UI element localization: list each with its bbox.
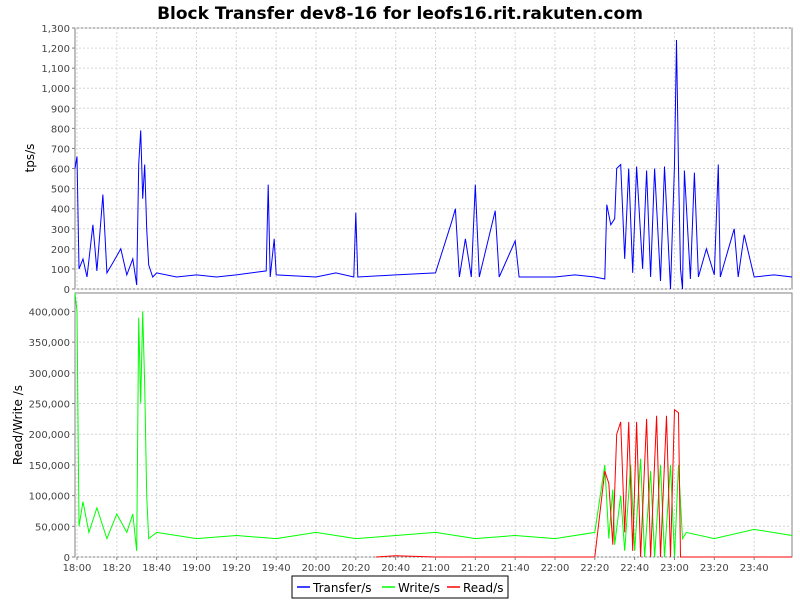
x-tick-label: 22:20 [580,563,609,574]
y-tick-label: 600 [51,165,70,176]
x-tick-label: 21:00 [421,563,450,574]
x-tick-label: 20:40 [381,563,410,574]
legend-label-read: Read/s [463,581,503,595]
y-tick-label: 500 [51,185,70,196]
x-tick-label: 18:00 [63,563,92,574]
y-axis-label-read-write: Read/Write /s [11,385,25,465]
legend-label-transfer: Transfer/s [312,581,372,595]
x-tick-label: 19:40 [262,563,291,574]
x-tick-label: 21:40 [501,563,530,574]
x-tick-label: 22:00 [541,563,570,574]
y-tick-label: 1,300 [41,24,70,35]
y-tick-label: 0 [64,285,70,296]
x-tick-label: 19:20 [222,563,251,574]
series-line-transfer [74,39,793,290]
y-tick-label: 900 [51,104,70,115]
series-line-read [375,408,792,558]
read-write-panel: 0 50,000 100,000 150,000 200,000 250,000 300,0… [29,292,793,564]
y-tick-label: 250,000 [29,400,70,411]
legend-box [291,575,509,599]
x-axis: 18:00 18:20 18:40 19:00 19:20 19:40 20:00 20:20… [63,557,769,574]
transfer-panel: 0 100 200 300 400 500 600 700 800 900 1,000 1,100 1,… [41,24,793,296]
y-tick-label: 200,000 [29,430,70,441]
x-tick-label: 18:20 [102,563,131,574]
plot-area [74,27,793,290]
y-tick-label: 0 [64,553,70,564]
y-tick-label: 300 [51,225,70,236]
x-tick-label: 19:00 [182,563,211,574]
x-tick-label: 18:40 [142,563,171,574]
y-tick-label: 700 [51,144,70,155]
x-tick-label: 23:40 [740,563,769,574]
y-tick-label: 800 [51,124,70,135]
x-tick-label: 20:00 [302,563,331,574]
legend: Transfer/s Write/s Read/s [291,575,509,599]
y-tick-label: 50,000 [35,522,70,533]
y-tick-label: 400 [51,205,70,216]
legend-label-write: Write/s [398,581,440,595]
y-tick-label: 1,000 [41,84,70,95]
y-tick-label: 200 [51,245,70,256]
y-tick-label: 1,100 [41,64,70,75]
y-tick-label: 150,000 [29,461,70,472]
plot-area [74,292,793,558]
y-tick-label: 100,000 [29,492,70,503]
y-tick-label: 100 [51,265,70,276]
y-tick-label: 1,200 [41,44,70,55]
x-tick-label: 22:40 [620,563,649,574]
x-tick-label: 23:00 [660,563,689,574]
x-tick-label: 23:20 [700,563,729,574]
y-tick-label: 400,000 [29,307,70,318]
chart-title: Block Transfer dev8-16 for leofs16.rit.r… [157,4,643,24]
y-tick-label: 350,000 [29,338,70,349]
y-axis-label-transfer: tps/s [23,144,37,173]
x-tick-label: 21:20 [461,563,490,574]
y-tick-label: 300,000 [29,369,70,380]
x-tick-label: 20:20 [341,563,370,574]
series-line-write [74,292,793,558]
